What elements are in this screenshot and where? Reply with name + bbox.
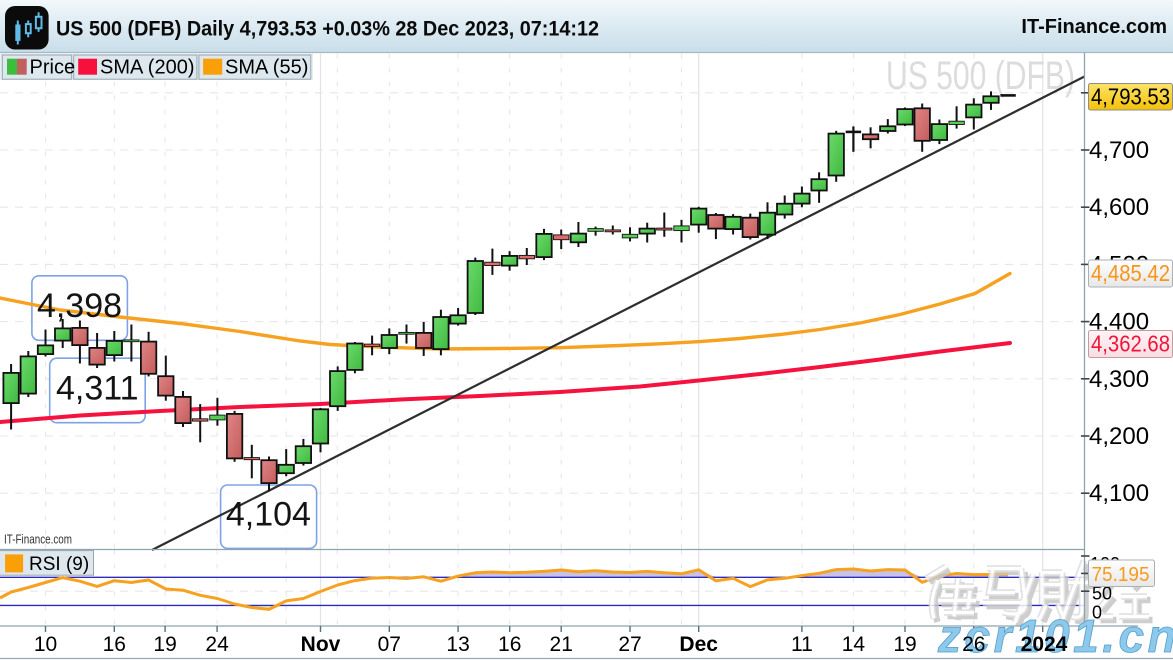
svg-text:4,362.68: 4,362.68 — [1091, 331, 1170, 357]
svg-text:07: 07 — [378, 633, 401, 656]
svg-text:16: 16 — [103, 633, 126, 656]
svg-text:RSI (9): RSI (9) — [29, 554, 89, 575]
svg-text:4,200: 4,200 — [1089, 423, 1149, 450]
svg-text:Nov: Nov — [301, 633, 341, 656]
svg-text:75.195: 75.195 — [1092, 564, 1150, 586]
svg-text:4,311: 4,311 — [56, 370, 139, 408]
svg-text:10: 10 — [34, 633, 57, 656]
svg-text:Price: Price — [30, 57, 76, 79]
svg-text:50: 50 — [1092, 584, 1112, 604]
svg-text:16: 16 — [498, 633, 521, 656]
svg-text:IT-Finance.com: IT-Finance.com — [1021, 16, 1167, 38]
svg-text:4,104: 4,104 — [226, 496, 311, 534]
svg-text:US 500 (DFB): US 500 (DFB) — [886, 54, 1075, 98]
svg-text:21: 21 — [550, 633, 573, 656]
svg-text:4,700: 4,700 — [1089, 137, 1149, 164]
svg-text:4,793.53: 4,793.53 — [1091, 84, 1170, 110]
svg-text:26: 26 — [962, 633, 985, 656]
svg-text:14: 14 — [842, 633, 866, 656]
svg-text:4,300: 4,300 — [1089, 366, 1149, 393]
svg-text:Dec: Dec — [679, 633, 718, 656]
svg-text:19: 19 — [153, 633, 176, 656]
svg-text:4,398: 4,398 — [37, 287, 122, 325]
svg-text:4,485.42: 4,485.42 — [1091, 260, 1170, 286]
svg-text:SMA (55): SMA (55) — [225, 57, 308, 79]
svg-text:27: 27 — [618, 633, 641, 656]
svg-text:IT-Finance.com: IT-Finance.com — [4, 533, 72, 547]
svg-text:13: 13 — [446, 633, 469, 656]
svg-text:4,600: 4,600 — [1089, 194, 1149, 221]
svg-text:0: 0 — [1092, 603, 1102, 623]
svg-text:11: 11 — [791, 633, 813, 656]
svg-text:24: 24 — [205, 633, 229, 656]
svg-text:19: 19 — [893, 633, 916, 656]
svg-text:2024: 2024 — [1021, 633, 1068, 656]
svg-text:4,100: 4,100 — [1089, 480, 1149, 507]
svg-text:zcr101.cn: zcr101.cn — [937, 610, 1173, 660]
svg-text:US 500 (DFB) Daily 4,793.53 +0: US 500 (DFB) Daily 4,793.53 +0.03% 28 De… — [56, 18, 599, 41]
svg-text:SMA (200): SMA (200) — [100, 57, 194, 79]
